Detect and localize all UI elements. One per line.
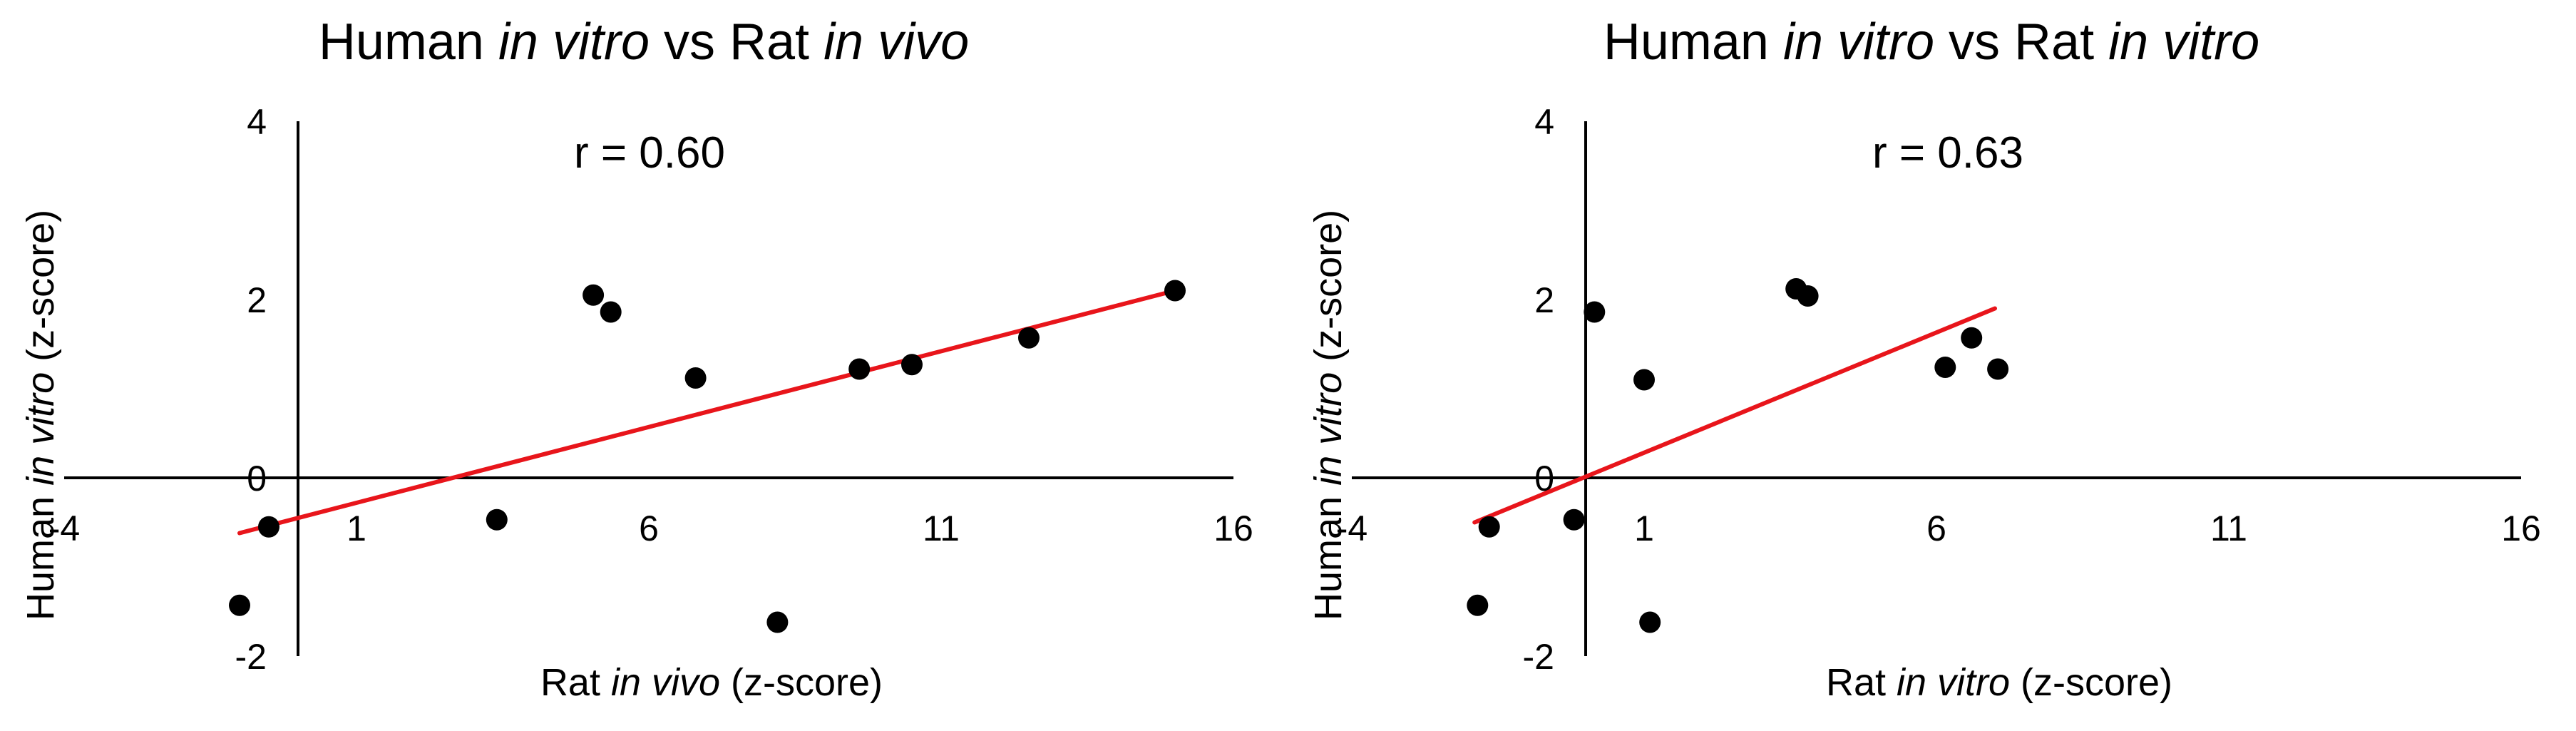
axis-label-text: Rat: [1825, 661, 1897, 704]
data-point: [901, 354, 923, 376]
axis-label-text: in vitro: [19, 372, 62, 486]
data-point: [600, 301, 622, 323]
x-tick-label: 11: [2210, 508, 2247, 548]
axis-label-text: Rat: [540, 661, 611, 704]
chart-panel-2: -4 1 6 11 16 -2 0 2 4 Human in vitro vs Rat in v…: [1288, 0, 2575, 731]
y-tick-label: 2: [1534, 280, 1554, 320]
data-point: [684, 367, 707, 389]
y-tick-label: -2: [235, 637, 267, 677]
axis-label-text: in vivo: [610, 661, 721, 704]
title-text: Human: [318, 14, 498, 71]
x-tick-label: 11: [923, 508, 960, 548]
data-point: [1584, 301, 1606, 323]
trendline: [237, 288, 1177, 536]
y-tick-label: -2: [1523, 637, 1554, 677]
axis-label-text: in vitro: [1897, 661, 2011, 704]
data-point: [258, 516, 279, 538]
x-tick-label: 6: [1926, 508, 1946, 548]
title-text: in vitro: [498, 14, 650, 71]
y-tick-label: 4: [1534, 102, 1554, 142]
data-point: [848, 358, 871, 380]
data-point: [1164, 280, 1186, 302]
y-tick-label: 2: [247, 280, 267, 320]
data-point: [1563, 508, 1585, 531]
title-text: vs Rat: [650, 14, 824, 71]
axis-label-text: in vitro: [1307, 372, 1350, 486]
x-axis-label-2: Rat in vitro (z-score): [1355, 660, 2576, 705]
data-point: [1633, 369, 1655, 391]
y-axis-label-1: Human in vitro (z-score): [19, 210, 63, 620]
title-text: in vitro: [1782, 14, 1935, 71]
axis-label-text: (z-score): [2010, 661, 2173, 704]
y-axis-label-2: Human in vitro (z-score): [1306, 210, 1350, 620]
x-axis-label-1: Rat in vivo (z-score): [68, 660, 1355, 705]
title-text: vs Rat: [1934, 14, 2109, 71]
data-point: [766, 611, 789, 633]
title-text: Human: [1603, 14, 1783, 71]
title-text: in vitro: [2108, 14, 2260, 71]
x-tick-label: 6: [639, 508, 659, 548]
data-point: [229, 594, 250, 616]
axis-label-text: Human: [19, 485, 62, 620]
chart-title-1: Human in vitro vs Rat in vivo: [0, 13, 1288, 71]
data-point: [1639, 611, 1661, 633]
data-point: [1797, 285, 1819, 307]
data-point: [1018, 327, 1040, 349]
axis-label-text: (z-score): [1307, 209, 1350, 372]
correlation-annotation-1: r = 0.60: [574, 128, 725, 178]
x-tick-label: 1: [347, 508, 366, 548]
correlation-annotation-2: r = 0.63: [1872, 128, 2023, 178]
title-text: in vivo: [823, 14, 970, 71]
trendline: [1472, 306, 1997, 525]
chart-title-2: Human in vitro vs Rat in vitro: [1288, 13, 2575, 71]
y-tick-label: 0: [247, 459, 267, 499]
x-tick-label: 16: [1213, 508, 1253, 548]
axis-label-text: (z-score): [720, 661, 883, 704]
axis-label-text: (z-score): [19, 209, 62, 372]
data-point: [486, 508, 508, 531]
x-tick-label: 1: [1634, 508, 1654, 548]
x-tick-label: -4: [1336, 508, 1367, 548]
data-point: [1934, 357, 1956, 378]
chart-panel-1: -4 1 6 11 16 -2 0 2 4 Human in vitro vs Rat in v…: [0, 13, 1288, 704]
data-point: [1961, 327, 1983, 349]
data-point: [1987, 358, 2009, 380]
y-tick-label: 4: [247, 102, 267, 142]
data-point: [1467, 594, 1489, 616]
x-tick-label: 16: [2501, 508, 2541, 548]
x-tick-label: -4: [48, 508, 80, 548]
data-point: [583, 284, 605, 306]
data-point: [1478, 516, 1500, 538]
axis-label-text: Human: [1307, 485, 1350, 620]
